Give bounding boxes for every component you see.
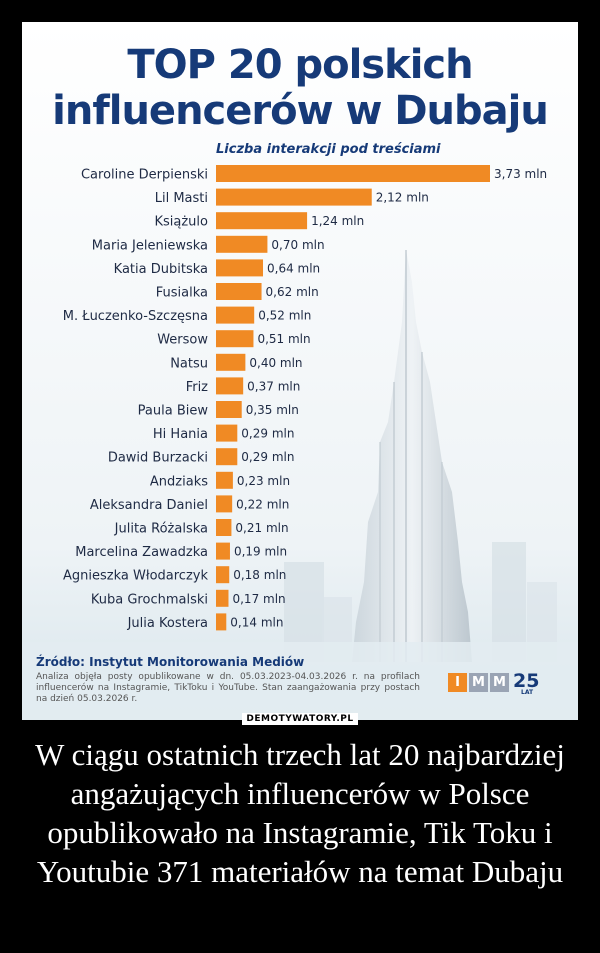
category-label: Paula Biew (138, 404, 209, 419)
value-label: 0,21 mln (235, 521, 288, 535)
bar (216, 495, 233, 513)
category-label: Maria Jeleniewska (92, 238, 208, 253)
category-label: Katia Dubitska (114, 262, 208, 277)
watermark-text: DEMOTYWATORY.PL (242, 713, 358, 725)
bar (216, 542, 230, 560)
bar (216, 353, 246, 371)
category-label: Dawid Burzacki (108, 451, 208, 466)
category-label: Fusialka (156, 286, 208, 301)
bar (216, 212, 308, 230)
bar (216, 613, 227, 631)
title-line-2: influencerów w Dubaju (52, 88, 549, 134)
bar (216, 471, 233, 489)
category-label: Andziaks (150, 474, 208, 489)
value-label: 0,52 mln (258, 309, 311, 323)
bar (216, 188, 372, 206)
bar (216, 448, 238, 466)
value-label: 0,14 mln (230, 615, 283, 629)
bar (216, 401, 242, 418)
bar (216, 519, 232, 536)
infographic-card: TOP 20 polskich influencerów w Dubaju Li… (22, 22, 578, 720)
category-label: Aleksandra Daniel (90, 498, 208, 513)
value-label: 0,70 mln (271, 238, 324, 252)
category-label: Natsu (170, 356, 208, 371)
category-label: Lil Masti (155, 191, 208, 206)
value-label: 0,51 mln (257, 332, 310, 346)
source-title: Źródło: Instytut Monitorowania Mediów (36, 655, 305, 669)
bar (216, 330, 254, 348)
value-label: 0,64 mln (267, 261, 320, 275)
chart-title: Liczba interakcji pod treściami (216, 142, 441, 157)
title-line-1: TOP 20 polskich (127, 42, 473, 88)
bar (216, 377, 244, 395)
logo-letter-m1: M (469, 673, 488, 692)
bar (216, 283, 262, 300)
value-label: 0,35 mln (246, 403, 299, 417)
category-label: Caroline Derpienski (81, 168, 208, 183)
logo-years-number: 25 (513, 670, 540, 692)
value-label: 0,19 mln (234, 545, 287, 559)
category-label: Wersow (157, 333, 208, 348)
category-label: Agnieszka Włodarczyk (63, 569, 208, 584)
value-label: 0,22 mln (236, 497, 289, 511)
value-label: 0,23 mln (237, 474, 290, 488)
category-label: Julita Różalska (114, 522, 208, 537)
value-label: 0,40 mln (249, 356, 302, 370)
category-label: Kuba Grochmalski (91, 592, 208, 607)
bar (216, 306, 255, 324)
logo-letter-i: I (448, 673, 467, 692)
value-label: 2,12 mln (376, 191, 429, 205)
imm-logo: I M M 25 LAT (448, 670, 540, 696)
bar (216, 566, 230, 584)
bar (216, 259, 264, 277)
category-label: Hi Hania (153, 427, 208, 442)
bar (216, 589, 229, 607)
category-label: M. Łuczenko-Szczęsna (63, 309, 208, 324)
category-label: Marcelina Zawadzka (75, 545, 208, 560)
value-label: 0,18 mln (233, 568, 286, 582)
value-label: 0,17 mln (232, 592, 285, 606)
bar (216, 424, 238, 442)
bar (216, 165, 490, 182)
value-label: 3,73 mln (494, 167, 547, 181)
burj-khalifa-illustration (22, 22, 578, 720)
value-label: 0,29 mln (241, 427, 294, 441)
value-label: 1,24 mln (311, 214, 364, 228)
page-title: TOP 20 polskich influencerów w Dubaju (22, 42, 578, 134)
logo-letter-m2: M (490, 673, 509, 692)
source-text: Analiza objęła posty opublikowane w dn. … (36, 672, 420, 704)
logo-years: 25 LAT (513, 670, 540, 696)
caption: W ciągu ostatnich trzech lat 20 najbardz… (35, 737, 565, 889)
bar (216, 235, 268, 253)
category-label: Julia Kostera (127, 616, 208, 631)
value-label: 0,37 mln (247, 379, 300, 393)
watermark: DEMOTYWATORY.PL (0, 708, 600, 726)
category-label: Książulo (154, 215, 208, 230)
category-label: Friz (186, 380, 208, 395)
logo-years-label: LAT (521, 689, 534, 696)
value-label: 0,29 mln (241, 450, 294, 464)
value-label: 0,62 mln (266, 285, 319, 299)
bar-chart: Caroline Derpienski 3,73 mln Lil Masti 2,12… (63, 165, 547, 631)
